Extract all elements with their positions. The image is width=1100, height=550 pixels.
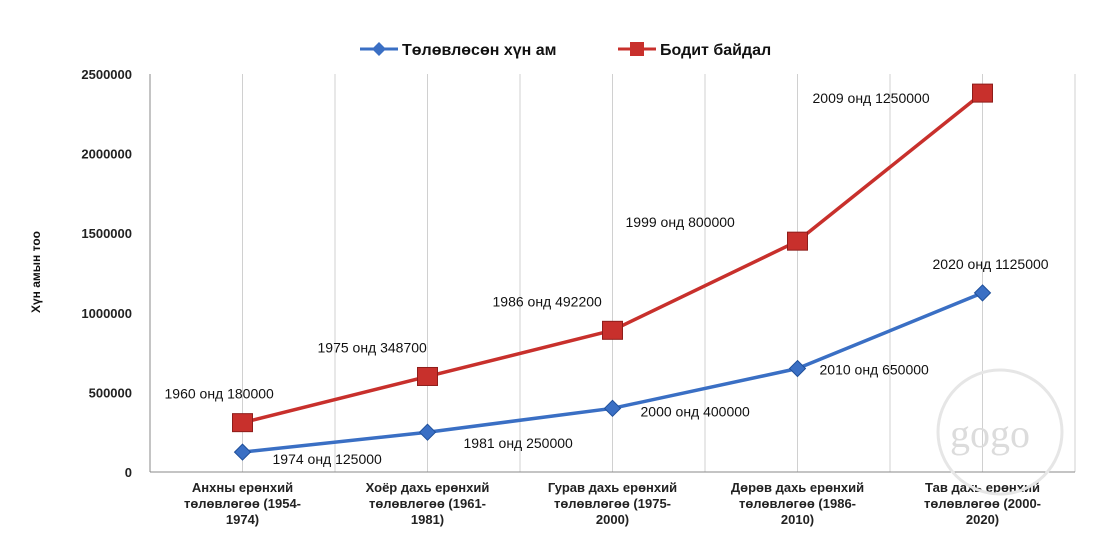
data-point-square — [972, 83, 993, 103]
y-tick-label: 2000000 — [81, 147, 132, 162]
data-label: 2020 онд 1125000 — [933, 256, 1049, 272]
data-point-diamond — [233, 443, 252, 461]
data-point-square — [787, 231, 808, 251]
legend-marker-diamond — [372, 42, 386, 56]
data-point-diamond — [418, 423, 437, 441]
legend: Төлөвлөсөн хүн ам Бодит байдал — [360, 42, 771, 59]
x-category-label: Анхны ерөнхий төлөвлөгөө (1954-1974) — [184, 480, 301, 527]
data-label: 2010 онд 650000 — [820, 362, 930, 378]
data-point-square — [602, 320, 623, 340]
data-label: 1999 онд 800000 — [626, 214, 736, 230]
data-label: 2000 онд 400000 — [641, 403, 751, 419]
data-point-diamond — [973, 284, 992, 302]
y-tick-label: 2500000 — [81, 67, 132, 82]
y-tick-label: 1000000 — [81, 306, 132, 321]
y-tick-label: 500000 — [89, 385, 132, 400]
y-tick-label: 0 — [125, 465, 132, 480]
x-category-label: Гурав дахь ерөнхий төлөвлөгөө (1975-2000) — [548, 480, 677, 527]
data-label: 1986 онд 492200 — [493, 293, 603, 309]
data-point-diamond — [603, 399, 622, 418]
series-markers — [232, 83, 993, 461]
data-point-diamond — [788, 359, 807, 378]
legend-label: Төлөвлөсөн хүн ам — [402, 42, 556, 59]
data-labels: 1974 онд 125000 1981 онд 250000 2000 онд 4… — [165, 90, 1049, 467]
legend-marker-square — [630, 42, 644, 56]
axes — [149, 74, 1075, 473]
x-category-label: Тав дахь ерөнхий төлөвлөгөө (2000-2020) — [924, 480, 1041, 527]
y-tick-labels: 0 500000 1000000 1500000 2000000 2500000 — [81, 67, 132, 480]
y-tick-label: 1500000 — [81, 226, 132, 241]
watermark-circle — [936, 368, 1064, 496]
x-category-label: Дөрөв дахь ерөнхий төлөвлөгөө (1986-2010) — [731, 480, 864, 527]
legend-label: Бодит байдал — [660, 42, 771, 59]
data-label: 1960 онд 180000 — [165, 386, 275, 402]
data-label: 1975 онд 348700 — [318, 339, 428, 355]
x-category-label: Хоёр дахь ерөнхий төлөвлөгөө (1961-1981) — [366, 480, 490, 527]
data-label: 2009 онд 1250000 — [813, 90, 930, 106]
data-point-square — [232, 413, 253, 433]
grid-lines — [242, 74, 1076, 472]
data-label: 1974 онд 125000 — [273, 451, 383, 467]
watermark: gogo — [950, 411, 1030, 456]
x-category-labels: Анхны ерөнхий төлөвлөгөө (1954-1974) Хоёр … — [184, 480, 1041, 527]
y-axis-label: Хүн амын тоо — [29, 231, 43, 313]
data-point-square — [417, 366, 438, 386]
data-label: 1981 онд 250000 — [464, 435, 574, 451]
